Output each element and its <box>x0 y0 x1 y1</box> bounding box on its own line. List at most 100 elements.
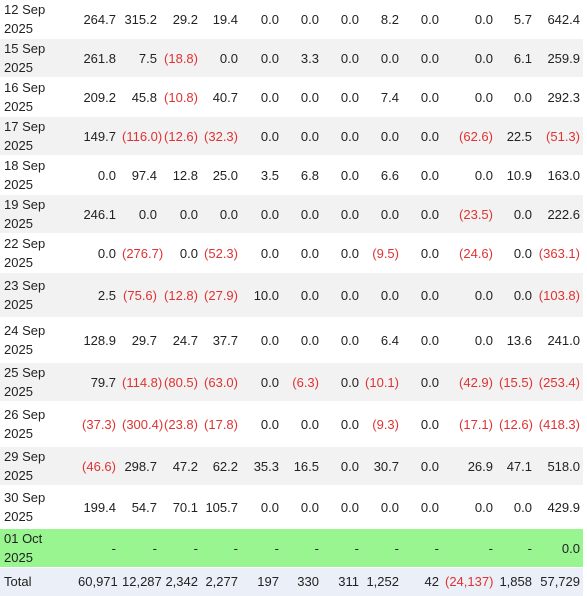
table-row: 25 Sep 2025 79.7 (114.8) (80.5) (63.0) 0.0 (6.… <box>0 362 583 402</box>
value-cell: 0.0 <box>241 0 282 39</box>
value-cell: - <box>201 528 241 568</box>
value-cell: 222.6 <box>535 194 583 234</box>
date-cell: 24 Sep 2025 <box>0 317 75 363</box>
value-cell: 79.7 <box>75 362 119 402</box>
value-cell: 0.0 <box>402 485 442 529</box>
table-row-highlighted: 01 Oct 2025- - - - - - - - - - -0.0 <box>0 528 583 568</box>
value-cell: - <box>75 528 119 568</box>
value-cell: 5.7 <box>496 0 535 39</box>
value-cell: 518.0 <box>535 446 583 486</box>
value-cell: (114.8) <box>119 362 162 402</box>
value-cell: 0.0 <box>282 194 322 234</box>
value-cell: 0.0 <box>322 446 362 486</box>
value-cell: 0.0 <box>241 485 282 529</box>
value-cell: - <box>119 528 160 568</box>
value-cell: 54.7 <box>119 485 160 529</box>
value-cell: 40.7 <box>201 77 241 117</box>
value-cell: 29.2 <box>160 0 201 39</box>
value-cell: 0.0 <box>282 401 322 447</box>
value-cell: 0.0 <box>241 362 282 402</box>
date-cell: 17 Sep 2025 <box>0 116 75 156</box>
value-cell: 0.0 <box>282 0 322 39</box>
value-cell: 0.0 <box>402 401 442 447</box>
table-row: 22 Sep 2025 0.0 (276.7) 0.0 (52.3) 0.0 0.0 0.0(… <box>0 233 583 273</box>
total-row: Total 60,971 12,287 2,342 2,277 197 330 311 1,25… <box>0 567 583 596</box>
value-cell: 2.5 <box>75 272 119 318</box>
value-cell: (63.0) <box>201 362 241 402</box>
value-cell: 0.0 <box>241 194 282 234</box>
value-cell: 0.0 <box>322 317 362 363</box>
table-row: 16 Sep 2025 209.2 45.8 (10.8) 40.7 0.0 0.0 0.0 7… <box>0 77 583 117</box>
value-cell: 149.7 <box>75 116 119 156</box>
value-cell: 0.0 <box>322 485 362 529</box>
value-cell: 24.7 <box>160 317 201 363</box>
value-cell: 105.7 <box>201 485 241 529</box>
total-value-cell: 2,277 <box>201 567 241 596</box>
value-cell: 261.8 <box>75 38 119 78</box>
value-cell: 0.0 <box>442 77 496 117</box>
value-cell: 0.0 <box>322 77 362 117</box>
value-cell: (10.1) <box>362 362 402 402</box>
value-cell: 0.0 <box>160 194 201 234</box>
table-row: 23 Sep 2025 2.5 (75.6) (12.8) (27.9) 10.0 0.0 0… <box>0 272 583 318</box>
value-cell: 3.3 <box>282 38 322 78</box>
value-cell: - <box>442 528 496 568</box>
value-cell: 199.4 <box>75 485 119 529</box>
value-cell: 0.0 <box>442 155 496 195</box>
total-value-cell: 330 <box>282 567 322 596</box>
value-cell: 22.5 <box>496 116 535 156</box>
value-cell: 0.0 <box>282 116 322 156</box>
value-cell: 0.0 <box>535 528 583 568</box>
table-row: 18 Sep 2025 0.0 97.4 12.8 25.0 3.5 6.8 0.0 6.6 0.… <box>0 155 583 195</box>
value-cell: 45.8 <box>119 77 160 117</box>
value-cell: 35.3 <box>241 446 282 486</box>
value-cell: 26.9 <box>442 446 496 486</box>
value-cell: - <box>362 528 402 568</box>
value-cell: 429.9 <box>535 485 583 529</box>
value-cell: 0.0 <box>322 362 362 402</box>
value-cell: (42.9) <box>442 362 496 402</box>
value-cell: 30.7 <box>362 446 402 486</box>
value-cell: 0.0 <box>362 116 402 156</box>
value-cell: 0.0 <box>402 77 442 117</box>
date-cell: 19 Sep 2025 <box>0 194 75 234</box>
total-value-cell: 311 <box>322 567 362 596</box>
value-cell: (17.8) <box>201 401 241 447</box>
value-cell: 13.6 <box>496 317 535 363</box>
value-cell: 0.0 <box>496 77 535 117</box>
table-row: 17 Sep 2025 149.7 (116.0) (12.6) (32.3) 0.0 0.… <box>0 116 583 156</box>
value-cell: (18.8) <box>160 38 201 78</box>
value-cell: 19.4 <box>201 0 241 39</box>
value-cell: 0.0 <box>442 317 496 363</box>
date-cell: 26 Sep 2025 <box>0 401 75 447</box>
value-cell: 209.2 <box>75 77 119 117</box>
total-label: Total <box>0 567 75 596</box>
value-cell: 0.0 <box>322 401 362 447</box>
value-cell: 163.0 <box>535 155 583 195</box>
value-cell: 0.0 <box>496 485 535 529</box>
value-cell: 292.3 <box>535 77 583 117</box>
value-cell: (300.4) <box>119 401 163 447</box>
value-cell: (75.6) <box>119 272 160 318</box>
value-cell: 0.0 <box>322 194 362 234</box>
value-cell: - <box>496 528 535 568</box>
table-row: 12 Sep 2025 264.7 315.2 29.2 19.4 0.0 0.0 0.0 8.… <box>0 0 583 39</box>
total-value-cell: (24,137) <box>442 567 496 596</box>
value-cell: (12.6) <box>160 116 201 156</box>
value-cell: 0.0 <box>322 233 362 273</box>
date-cell: 25 Sep 2025 <box>0 362 75 402</box>
value-cell: 0.0 <box>442 485 496 529</box>
value-cell: 25.0 <box>201 155 241 195</box>
value-cell: (253.4) <box>535 362 583 402</box>
value-cell: 0.0 <box>402 317 442 363</box>
total-value-cell: 1,858 <box>496 567 535 596</box>
value-cell: - <box>241 528 282 568</box>
value-cell: 0.0 <box>75 233 119 273</box>
value-cell: 0.0 <box>322 0 362 39</box>
value-cell: 0.0 <box>402 362 442 402</box>
value-cell: (80.5) <box>160 362 201 402</box>
value-cell: (46.6) <box>75 446 119 486</box>
value-cell: 7.5 <box>119 38 160 78</box>
value-cell: (24.6) <box>442 233 496 273</box>
